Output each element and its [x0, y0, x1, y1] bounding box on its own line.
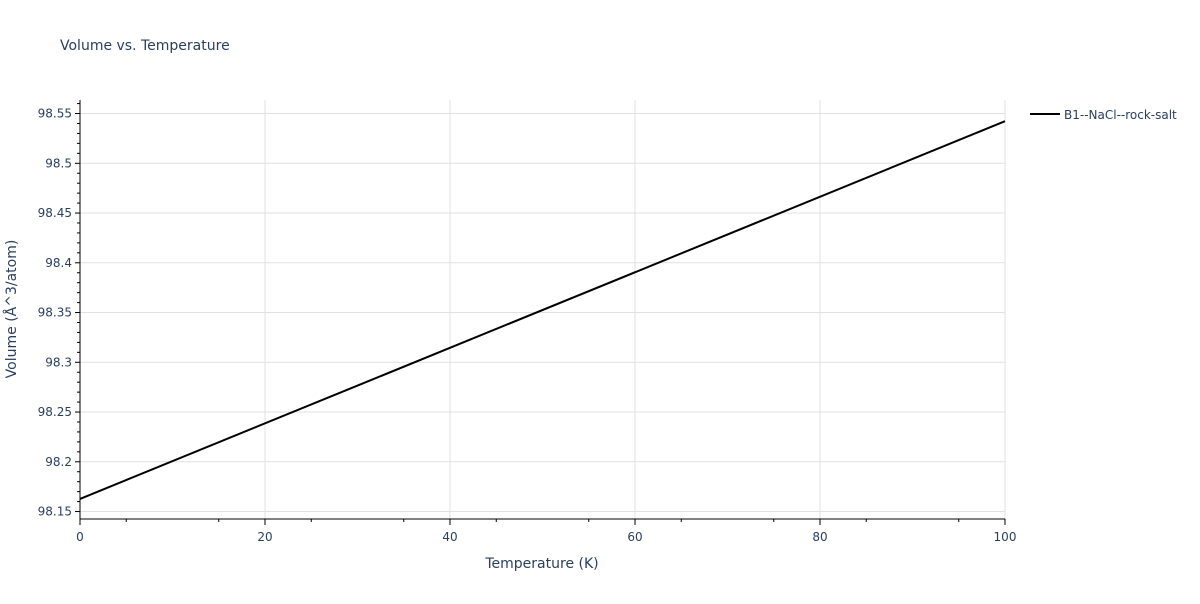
x-tick-label: 0: [76, 530, 84, 544]
x-tick-label: 40: [442, 530, 457, 544]
legend-item-label[interactable]: B1--NaCl--rock-salt: [1064, 108, 1177, 122]
y-tick-label: 98.5: [45, 156, 72, 170]
x-tick-label: 60: [627, 530, 642, 544]
y-tick-label: 98.25: [38, 405, 72, 419]
y-tick-label: 98.4: [45, 256, 72, 270]
x-tick-label: 100: [994, 530, 1017, 544]
y-tick-label: 98.3: [45, 355, 72, 369]
series-line: [79, 120, 1006, 500]
x-tick-label: 20: [257, 530, 272, 544]
y-axis-label: Volume (Å^3/atom): [3, 240, 20, 379]
chart-title: Volume vs. Temperature: [60, 38, 230, 54]
y-tick-label: 98.2: [45, 455, 72, 469]
y-tick-label: 98.55: [38, 107, 72, 121]
y-tick-label: 98.15: [38, 505, 72, 519]
y-tick-label: 98.35: [38, 306, 72, 320]
x-tick-label: 80: [812, 530, 827, 544]
x-axis-label: Temperature (K): [484, 556, 598, 572]
legend[interactable]: B1--NaCl--rock-salt: [1030, 108, 1177, 122]
y-tick-label: 98.45: [38, 206, 72, 220]
